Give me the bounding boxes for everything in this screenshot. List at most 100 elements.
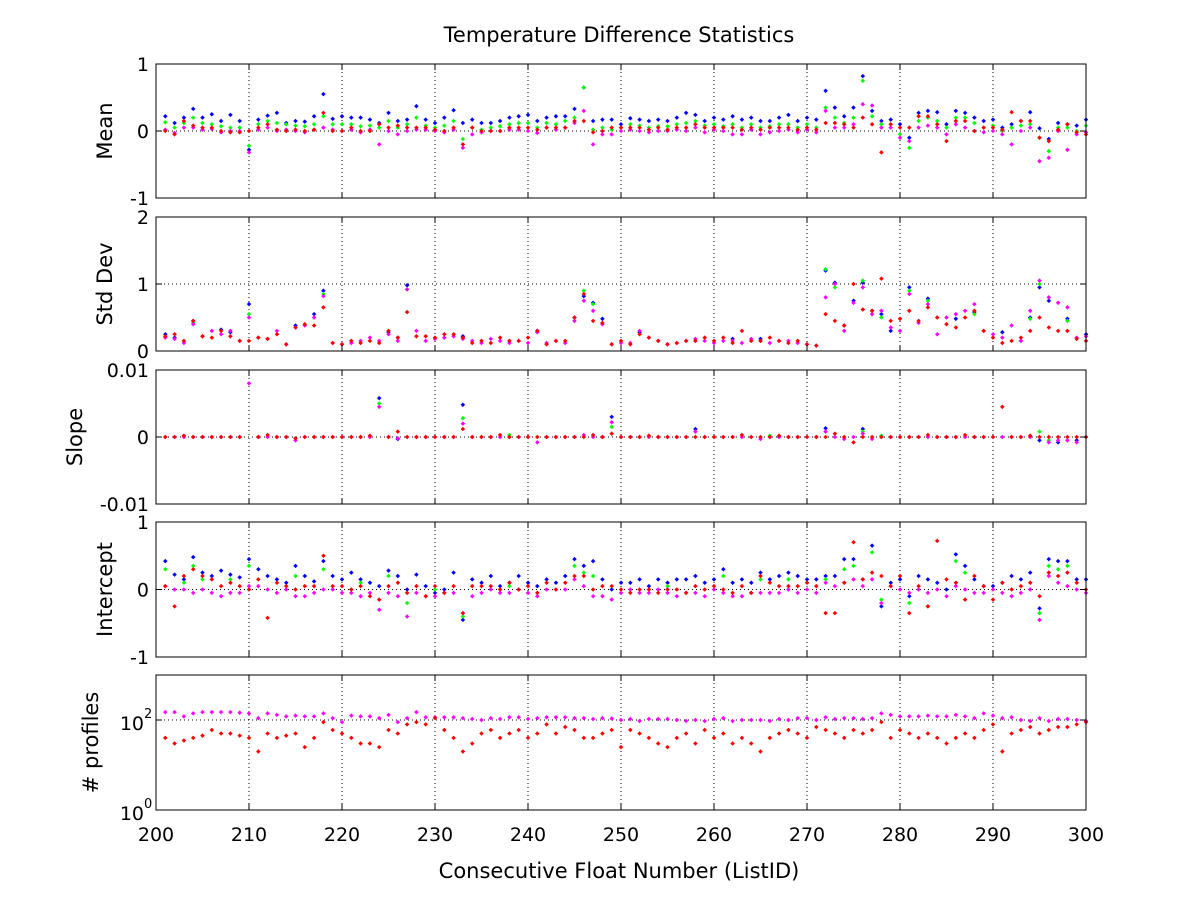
data-point xyxy=(609,342,614,347)
data-point xyxy=(1037,731,1042,736)
data-point xyxy=(962,432,968,438)
data-point xyxy=(274,331,280,337)
data-point xyxy=(469,583,475,589)
data-point xyxy=(479,731,484,736)
data-point xyxy=(404,309,410,315)
data-point xyxy=(907,593,912,599)
data-point xyxy=(376,597,382,602)
data-point xyxy=(1046,556,1052,562)
data-point xyxy=(414,434,419,440)
data-point xyxy=(646,433,652,438)
data-point xyxy=(451,570,456,575)
data-point xyxy=(832,434,838,440)
data-point xyxy=(851,715,856,721)
data-point xyxy=(730,434,735,440)
data-point xyxy=(283,587,289,592)
data-point xyxy=(1055,558,1061,564)
data-point xyxy=(581,288,587,293)
data-point xyxy=(916,318,921,324)
data-point xyxy=(451,715,456,720)
x-tick-label: 290 xyxy=(975,824,1011,846)
data-point xyxy=(879,125,884,130)
chart-title: Temperature Difference Statistics xyxy=(443,23,795,47)
data-point xyxy=(879,311,884,317)
data-point xyxy=(637,731,642,736)
data-point xyxy=(804,580,810,585)
data-point xyxy=(507,338,512,344)
data-point xyxy=(488,583,494,589)
data-point xyxy=(776,433,782,438)
data-point xyxy=(674,587,680,592)
data-point xyxy=(944,315,949,320)
data-point xyxy=(1018,434,1024,440)
y-tick-label: 0 xyxy=(137,121,149,143)
data-point xyxy=(702,434,707,440)
data-point xyxy=(386,434,391,440)
data-point xyxy=(367,580,373,585)
data-point xyxy=(590,587,596,592)
data-point xyxy=(358,580,363,585)
x-tick-label: 270 xyxy=(789,824,825,846)
data-point xyxy=(265,432,270,438)
data-point xyxy=(376,583,382,589)
data-point xyxy=(674,717,680,723)
data-point xyxy=(730,718,735,724)
data-point xyxy=(256,583,261,589)
x-axis-label: Consecutive Float Number (ListID) xyxy=(439,859,800,883)
data-point xyxy=(637,328,642,334)
data-point xyxy=(823,580,828,585)
data-point xyxy=(349,590,354,596)
data-point xyxy=(349,125,354,130)
data-point xyxy=(916,573,921,579)
data-point xyxy=(693,429,698,434)
data-point xyxy=(739,593,745,599)
data-point xyxy=(1037,126,1042,131)
y-tick-exponent: 2 xyxy=(144,707,152,722)
data-point xyxy=(321,288,326,293)
data-point xyxy=(990,713,996,718)
data-point xyxy=(367,335,373,340)
data-point xyxy=(655,338,661,344)
data-point xyxy=(990,331,996,337)
data-point xyxy=(711,716,717,722)
data-point xyxy=(172,434,177,440)
data-point xyxy=(786,577,791,582)
data-point xyxy=(256,566,261,572)
data-point xyxy=(404,614,410,619)
data-point xyxy=(274,127,280,132)
data-point xyxy=(674,593,680,599)
data-point xyxy=(869,434,875,440)
data-point xyxy=(953,558,959,564)
y-tick-label: 1 xyxy=(137,512,149,534)
data-point xyxy=(507,434,512,440)
data-point xyxy=(469,434,475,440)
x-tick-label: 200 xyxy=(138,824,174,846)
data-point xyxy=(572,434,577,440)
data-point xyxy=(200,125,205,130)
data-point xyxy=(1027,328,1033,334)
data-point xyxy=(581,291,587,297)
data-point xyxy=(283,714,289,719)
data-point xyxy=(665,716,670,722)
data-point xyxy=(646,335,652,340)
data-point xyxy=(879,711,884,716)
data-point xyxy=(1027,118,1033,124)
data-point xyxy=(256,125,261,130)
data-point xyxy=(544,580,549,585)
data-point xyxy=(395,132,400,137)
data-point xyxy=(953,583,959,589)
data-point xyxy=(637,331,642,337)
data-point xyxy=(535,440,540,445)
data-point xyxy=(349,570,354,575)
data-point xyxy=(321,711,326,716)
data-point xyxy=(860,583,866,589)
data-point xyxy=(609,424,614,430)
data-point xyxy=(414,590,419,596)
data-point xyxy=(730,593,735,599)
data-point xyxy=(1037,135,1042,140)
data-point xyxy=(469,577,475,582)
data-point xyxy=(841,328,847,334)
data-point xyxy=(460,421,466,426)
data-point xyxy=(293,436,298,441)
data-point xyxy=(907,600,912,606)
